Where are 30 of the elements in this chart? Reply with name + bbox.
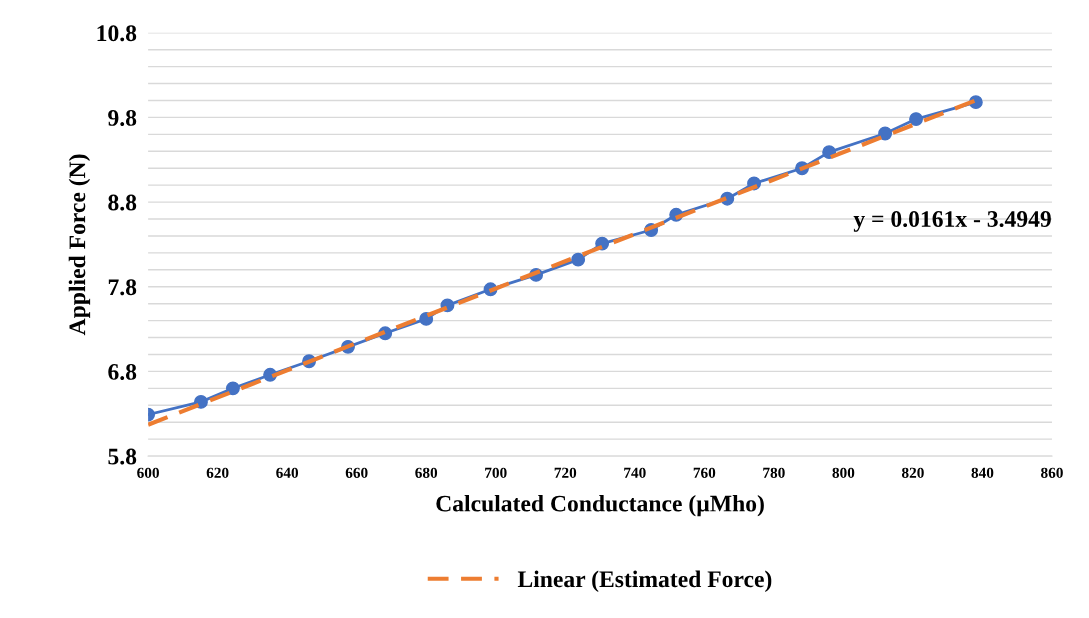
point (225, 381, 240, 396)
x-tick-label: 800 (832, 467, 855, 478)
y-tick-label: 9.8 (108, 109, 137, 126)
x-tick-label: 820 (901, 467, 924, 478)
x-axis-title: Calculated Conductance (µMho) (436, 494, 764, 517)
point (571, 252, 586, 267)
x-tick-label: 660 (345, 467, 368, 478)
y-tick-label: 10.8 (97, 25, 137, 42)
legend-label: Linear (Estimated Force) (517, 570, 772, 593)
point (419, 311, 434, 326)
x-tick-label: 760 (693, 467, 716, 478)
x-tick-label: 600 (137, 467, 159, 478)
y-tick-label: 8.8 (108, 194, 137, 211)
x-tick-label: 620 (206, 467, 229, 478)
point (878, 126, 893, 141)
y-axis-title: Applied Force (N) (68, 154, 91, 336)
x-tick-label: 720 (554, 467, 577, 478)
x-tick-label: 680 (415, 467, 438, 478)
x-tick-label: 740 (624, 467, 646, 478)
annotation: y = 0.0161x - 3.4949 (853, 211, 1051, 232)
point (909, 112, 923, 127)
x-tick-label: 700 (485, 467, 507, 478)
point (194, 394, 208, 409)
y-tick-label: 5.8 (108, 448, 137, 465)
y-tick-label: 7.8 (108, 279, 137, 296)
x-tick-label: 860 (1041, 467, 1063, 478)
x-tick-label: 640 (276, 467, 299, 478)
x-tick-label: 780 (763, 467, 785, 478)
x-tick-label: 840 (971, 467, 994, 478)
y-tick-label: 6.8 (108, 363, 137, 380)
